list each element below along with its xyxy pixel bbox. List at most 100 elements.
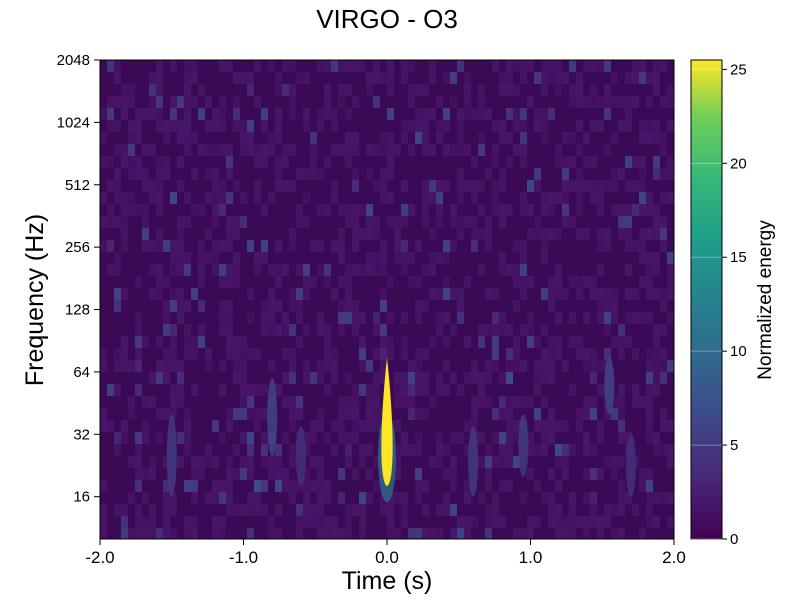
heatmap-cell [583, 276, 590, 288]
heatmap-cell [478, 180, 485, 192]
heatmap-cell [100, 156, 107, 168]
heatmap-cell [555, 516, 562, 528]
heatmap-cell [415, 444, 422, 456]
heatmap-cell [233, 252, 240, 264]
heatmap-cell [653, 216, 660, 228]
heatmap-cell [303, 216, 310, 228]
heatmap-cell [618, 420, 625, 432]
heatmap-cell [653, 384, 660, 396]
heatmap-cell [667, 492, 674, 504]
heatmap-cell [184, 336, 191, 348]
heatmap-cell [611, 408, 618, 420]
heatmap-cell [121, 420, 128, 432]
heatmap-cell [408, 60, 415, 72]
heatmap-cell [408, 528, 415, 539]
heatmap-cell [408, 204, 415, 216]
x-tick-label: 2.0 [662, 548, 686, 567]
heatmap-cell [401, 120, 408, 132]
heatmap-cell [597, 528, 604, 539]
heatmap-cell [135, 528, 142, 539]
heatmap-cell [485, 444, 492, 456]
heatmap-cell [191, 348, 198, 360]
heatmap-cell [100, 408, 107, 420]
heatmap-cell [534, 72, 541, 84]
heatmap-cell [317, 492, 324, 504]
heatmap-cell [107, 96, 114, 108]
heatmap-cell [415, 132, 422, 144]
heatmap-cell [394, 228, 401, 240]
heatmap-cell [296, 480, 303, 492]
heatmap-cell [345, 516, 352, 528]
heatmap-cell [212, 120, 219, 132]
heatmap-cell [149, 288, 156, 300]
heatmap-cell [289, 288, 296, 300]
heatmap-cell [667, 288, 674, 300]
heatmap-cell [240, 120, 247, 132]
heatmap-cell [555, 336, 562, 348]
heatmap-cell [520, 120, 527, 132]
heatmap-cell [513, 120, 520, 132]
heatmap-cell [597, 420, 604, 432]
heatmap-cell [618, 96, 625, 108]
heatmap-cell [121, 204, 128, 216]
heatmap-cell [247, 468, 254, 480]
heatmap-cell [590, 408, 597, 420]
heatmap-cell [401, 60, 408, 72]
heatmap-cells [100, 60, 674, 539]
heatmap-cell [247, 456, 254, 468]
heatmap-cell [611, 528, 618, 539]
heatmap-cell [569, 84, 576, 96]
heatmap-cell [527, 528, 534, 539]
heatmap-cell [380, 300, 387, 312]
heatmap-cell [422, 108, 429, 120]
heatmap-cell [373, 312, 380, 324]
heatmap-cell [401, 516, 408, 528]
heatmap-cell [555, 444, 562, 456]
heatmap-cell [121, 84, 128, 96]
heatmap-cell [170, 108, 177, 120]
chart-title: VIRGO - O3 [316, 4, 458, 34]
heatmap-cell [394, 216, 401, 228]
heatmap-cell [261, 240, 268, 252]
heatmap-cell [233, 228, 240, 240]
heatmap-cell [149, 468, 156, 480]
heatmap-cell [345, 276, 352, 288]
heatmap-cell [317, 240, 324, 252]
heatmap-cell [583, 360, 590, 372]
heatmap-cell [254, 192, 261, 204]
heatmap-cell [548, 60, 555, 72]
heatmap-cell [289, 444, 296, 456]
heatmap-cell [569, 384, 576, 396]
heatmap-cell [576, 516, 583, 528]
heatmap-cell [226, 156, 233, 168]
heatmap-cell [555, 72, 562, 84]
heatmap-cell [275, 528, 282, 539]
y-tick-label: 64 [73, 364, 90, 381]
heatmap-cell [415, 408, 422, 420]
heatmap-cell [296, 288, 303, 300]
heatmap-cell [247, 504, 254, 516]
heatmap-cell [303, 492, 310, 504]
heatmap-cell [625, 216, 632, 228]
heatmap-cell [247, 492, 254, 504]
heatmap-cell [562, 360, 569, 372]
heatmap-cell [310, 168, 317, 180]
heatmap-cell [121, 192, 128, 204]
heatmap-cell [107, 120, 114, 132]
heatmap-cell [471, 108, 478, 120]
heatmap-cell [436, 372, 443, 384]
heatmap-cell [114, 72, 121, 84]
heatmap-cell [457, 180, 464, 192]
heatmap-cell [100, 504, 107, 516]
heatmap-cell [338, 228, 345, 240]
heatmap-cell [373, 252, 380, 264]
heatmap-cell [303, 192, 310, 204]
heatmap-cell [121, 432, 128, 444]
heatmap-cell [485, 288, 492, 300]
heatmap-cell [387, 348, 394, 360]
heatmap-cell [359, 492, 366, 504]
heatmap-cell [555, 420, 562, 432]
heatmap-cell [149, 396, 156, 408]
heatmap-cell [366, 492, 373, 504]
heatmap-cell [492, 180, 499, 192]
